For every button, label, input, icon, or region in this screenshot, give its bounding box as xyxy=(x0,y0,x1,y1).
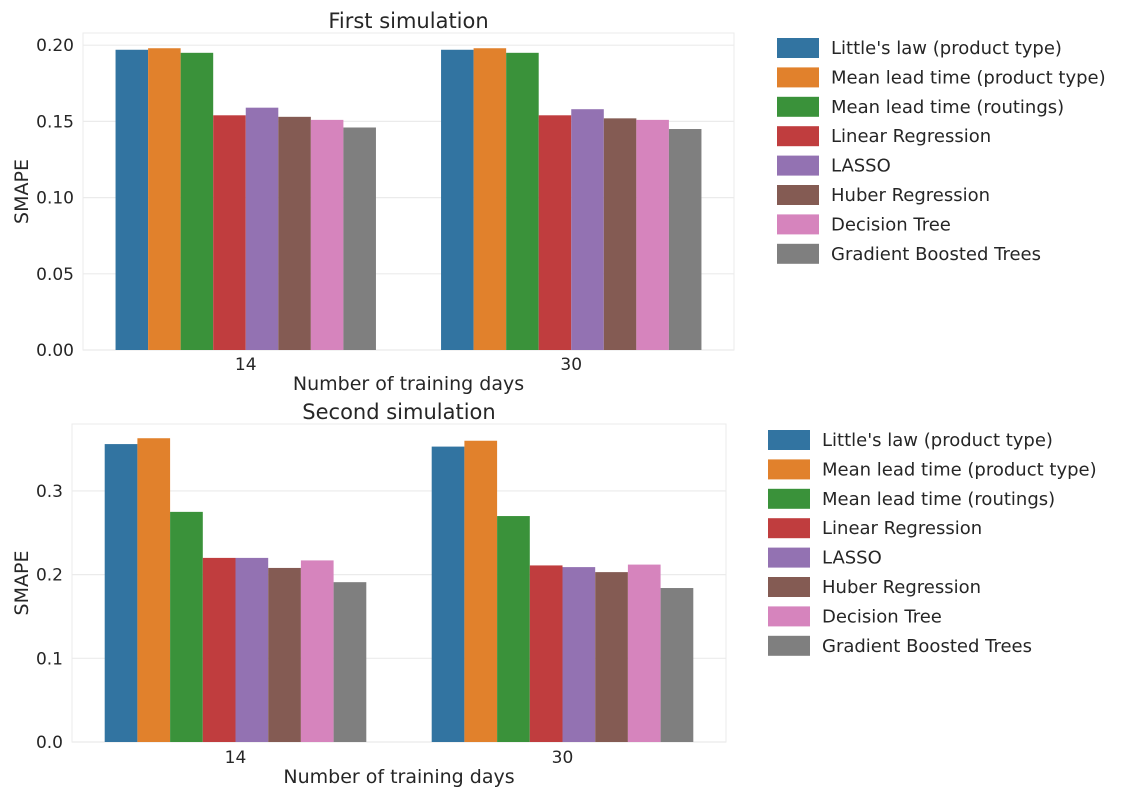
bar xyxy=(115,49,149,350)
x-axis-label: Number of training days xyxy=(293,373,524,395)
bar xyxy=(170,511,203,742)
bar xyxy=(627,564,661,742)
legend-label: LASSO xyxy=(822,548,882,569)
bar xyxy=(660,588,694,742)
bar xyxy=(245,107,279,350)
legend-swatch xyxy=(768,606,810,627)
y-tick-label: 0.10 xyxy=(36,189,74,209)
x-axis-label: Number of training days xyxy=(283,766,514,788)
chart-panel-1: 0.00 0.05 0.10 0.15 0.20 14 30 First simulation… xyxy=(11,9,1106,395)
bar xyxy=(278,116,311,350)
bar xyxy=(137,438,171,742)
bar xyxy=(529,565,563,742)
y-tick-label: 0.3 xyxy=(36,482,63,502)
legend-swatch xyxy=(777,67,819,88)
bar xyxy=(300,560,334,742)
legend-swatch xyxy=(777,96,819,117)
y-tick-label: 0.00 xyxy=(36,341,74,361)
bar xyxy=(562,567,596,742)
legend-swatch xyxy=(768,488,810,509)
bar xyxy=(538,115,572,350)
legend-label: Gradient Boosted Trees xyxy=(831,244,1041,265)
bar xyxy=(202,557,236,742)
bar xyxy=(333,582,367,742)
bar xyxy=(668,129,702,350)
bar xyxy=(441,49,474,350)
legend: Little's law (product type) Mean lead tim… xyxy=(777,38,1106,265)
legend-label: Huber Regression xyxy=(822,577,981,598)
x-tick-label: 30 xyxy=(560,355,582,375)
bar xyxy=(595,572,628,742)
y-tick-label: 0.1 xyxy=(36,649,63,669)
legend-swatch xyxy=(777,38,819,58)
y-axis-label: SMAPE xyxy=(11,551,33,616)
bar xyxy=(506,52,539,350)
bar xyxy=(497,516,530,742)
bar xyxy=(571,109,604,350)
bar xyxy=(431,446,465,742)
bar xyxy=(464,440,498,742)
legend-label: Gradient Boosted Trees xyxy=(822,636,1032,657)
legend-label: Mean lead time (product type) xyxy=(831,67,1106,88)
legend-label: Linear Regression xyxy=(831,126,991,147)
x-tick-label: 14 xyxy=(235,355,257,375)
legend: Little's law (product type) Mean lead tim… xyxy=(768,430,1097,657)
y-tick-label: 0.0 xyxy=(36,733,63,753)
bar xyxy=(235,557,269,742)
bar xyxy=(148,48,181,350)
bar xyxy=(636,119,669,350)
y-tick-label: 0.15 xyxy=(36,112,74,132)
legend-swatch xyxy=(768,430,810,450)
x-tick-label: 14 xyxy=(225,748,247,768)
x-tick-label: 30 xyxy=(552,748,574,768)
chart-panel-2: 0.0 0.1 0.2 0.3 14 30 Second simulation Number … xyxy=(11,400,1097,788)
bar xyxy=(310,119,344,350)
bar xyxy=(343,127,376,350)
legend-label: Decision Tree xyxy=(831,214,951,235)
legend-swatch xyxy=(777,243,819,264)
legend-swatch xyxy=(768,518,810,539)
legend-label: Little's law (product type) xyxy=(831,38,1062,59)
legend-swatch xyxy=(768,547,810,568)
bar xyxy=(603,118,637,350)
bar xyxy=(213,115,246,350)
legend-label: LASSO xyxy=(831,156,891,177)
legend-label: Mean lead time (product type) xyxy=(822,459,1097,480)
legend-label: Mean lead time (routings) xyxy=(822,489,1055,510)
chart-title: Second simulation xyxy=(302,400,495,424)
legend-swatch xyxy=(777,155,819,176)
y-tick-label: 0.05 xyxy=(36,265,74,285)
legend-swatch xyxy=(777,185,819,205)
legend-label: Linear Regression xyxy=(822,518,982,539)
bar xyxy=(104,444,138,742)
bar xyxy=(180,52,214,350)
chart-title: First simulation xyxy=(328,9,488,33)
bar xyxy=(268,567,301,742)
legend-swatch xyxy=(768,635,810,656)
legend-swatch xyxy=(768,459,810,480)
legend-label: Little's law (product type) xyxy=(822,430,1053,451)
legend-swatch xyxy=(777,214,819,235)
bar xyxy=(473,48,507,350)
legend-label: Decision Tree xyxy=(822,606,942,627)
y-tick-label: 0.20 xyxy=(36,36,74,56)
y-tick-label: 0.2 xyxy=(36,566,63,586)
legend-label: Huber Regression xyxy=(831,185,990,206)
legend-swatch xyxy=(777,126,819,147)
legend-swatch xyxy=(768,577,810,597)
y-axis-label: SMAPE xyxy=(11,159,33,224)
legend-label: Mean lead time (routings) xyxy=(831,97,1064,118)
